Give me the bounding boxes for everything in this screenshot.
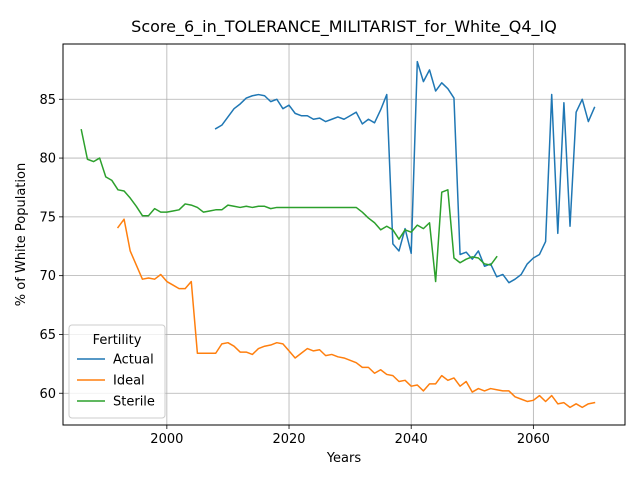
series-line-ideal — [116, 218, 596, 409]
legend: Fertility Actual Ideal Sterile — [68, 324, 166, 419]
legend-entries: Actual Ideal Sterile — [77, 353, 155, 410]
y-tick-label: 70 — [39, 269, 56, 284]
x-tick-label: 2020 — [272, 432, 305, 447]
x-axis-label: Years — [326, 451, 362, 466]
series-lines — [80, 60, 596, 409]
y-tick-label: 60 — [39, 387, 56, 402]
y-tick-label: 80 — [39, 152, 56, 167]
y-tick-label: 65 — [39, 328, 56, 343]
axis-ticks: 2000 2020 2040 2060 60 65 70 75 80 85 — [39, 93, 549, 447]
y-tick-label: 85 — [39, 93, 56, 108]
x-tick-label: 2040 — [395, 432, 428, 447]
series-line-sterile — [80, 128, 498, 283]
plot-frame — [62, 43, 626, 426]
y-tick-label: 75 — [39, 210, 56, 225]
legend-label-ideal: Ideal — [113, 374, 145, 389]
legend-label-actual: Actual — [113, 353, 154, 368]
x-tick-label: 2000 — [150, 432, 183, 447]
x-tick-label: 2060 — [517, 432, 550, 447]
series-line-actual — [214, 60, 596, 284]
chart-title: Score_6_in_TOLERANCE_MILITARIST_for_Whit… — [131, 17, 557, 37]
legend-box — [68, 324, 166, 419]
y-axis-label: % of White Population — [14, 163, 29, 306]
legend-title: Fertility — [93, 333, 142, 348]
legend-label-sterile: Sterile — [113, 395, 155, 410]
